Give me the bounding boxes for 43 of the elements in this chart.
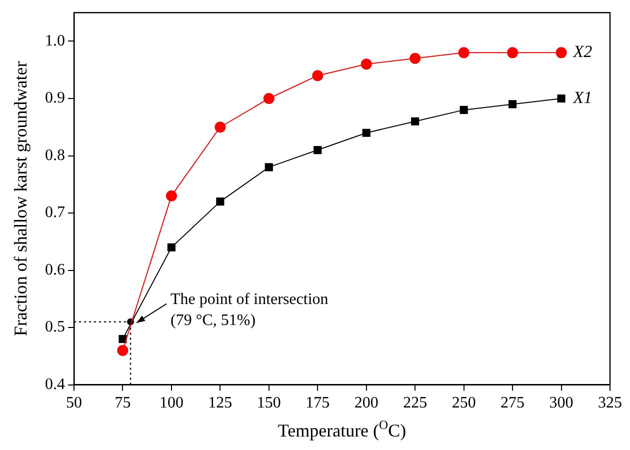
x-tick-label: 75 xyxy=(114,394,131,412)
x-tick-label: 150 xyxy=(256,394,281,412)
point xyxy=(167,243,176,252)
x-tick-label: 50 xyxy=(66,394,82,412)
point xyxy=(314,146,322,154)
y-tick-label: 0.7 xyxy=(45,204,65,222)
point xyxy=(118,334,127,344)
point xyxy=(216,198,224,206)
point xyxy=(312,70,324,82)
x-tick-label: 275 xyxy=(500,394,525,412)
point xyxy=(360,58,372,70)
x-tick-label: 300 xyxy=(549,394,574,412)
point xyxy=(507,47,518,58)
point xyxy=(166,190,177,202)
point xyxy=(117,344,128,356)
y-tick-label: 0.4 xyxy=(45,376,65,394)
x-tick-label: 175 xyxy=(306,394,330,412)
point xyxy=(214,122,226,133)
y-axis-title: Fraction of shallow karst groundwater xyxy=(10,61,31,336)
x-tick-label: 200 xyxy=(354,394,378,412)
point xyxy=(556,47,567,58)
x-tick-label: 325 xyxy=(598,394,622,412)
point xyxy=(557,94,566,103)
point xyxy=(264,163,273,172)
point xyxy=(508,100,517,108)
point xyxy=(263,92,274,104)
point xyxy=(460,106,468,114)
x-tick-label: 100 xyxy=(159,394,184,412)
series-label: X1 xyxy=(572,88,592,107)
y-tick-label: 0.5 xyxy=(45,318,65,336)
y-tick-label: 0.9 xyxy=(45,90,65,107)
x-tick-label: 225 xyxy=(403,394,428,412)
y-tick-label: 0.8 xyxy=(45,146,65,164)
annotation: The point of intersection (79 °C, 51%) xyxy=(170,291,328,330)
series-label: X2 xyxy=(572,42,593,62)
x-tick-label: 125 xyxy=(208,394,232,412)
x-tick-label: 250 xyxy=(452,394,476,412)
y-tick-label: 0.6 xyxy=(45,261,65,278)
point xyxy=(411,117,420,126)
point xyxy=(362,128,370,137)
point xyxy=(458,47,470,58)
y-tick-label: 1.0 xyxy=(45,32,65,50)
point xyxy=(410,52,421,64)
